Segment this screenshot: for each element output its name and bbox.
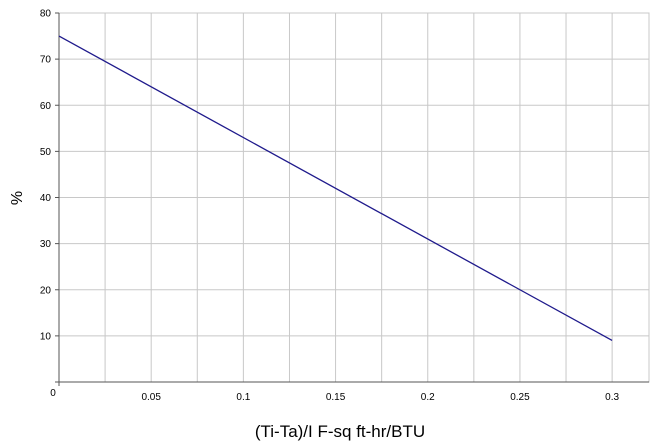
y-tick-label: 50 [40, 147, 52, 158]
y-tick-label: 20 [40, 285, 52, 296]
axes [55, 12, 649, 386]
y-tick-label: 40 [40, 193, 52, 204]
series-layer [58, 35, 613, 342]
y-tick-label: 30 [40, 239, 52, 250]
tick-labels: 10 20 30 40 50 60 70 80 0 0.05 0.1 0.15 0.2 0.25 0.3 [40, 9, 620, 404]
x-tick-label: 0.25 [510, 392, 530, 403]
y-tick-label: 80 [40, 9, 52, 20]
x-axis-title: (Ti-Ta)/I F-sq ft-hr/BTU [255, 422, 425, 441]
y-axis-title: % [9, 191, 26, 205]
x-tick-label: 0.1 [236, 392, 250, 403]
grid [58, 12, 650, 383]
x-tick-label: 0 [50, 388, 56, 399]
x-tick-label: 0.3 [605, 392, 619, 403]
y-tick-label: 60 [40, 101, 52, 112]
series-line [58, 35, 613, 342]
y-tick-label: 70 [40, 55, 52, 66]
x-tick-label: 0.15 [326, 392, 346, 403]
y-tick-label: 10 [40, 331, 52, 342]
x-tick-label: 0.2 [421, 392, 435, 403]
x-tick-label: 0.05 [141, 392, 161, 403]
